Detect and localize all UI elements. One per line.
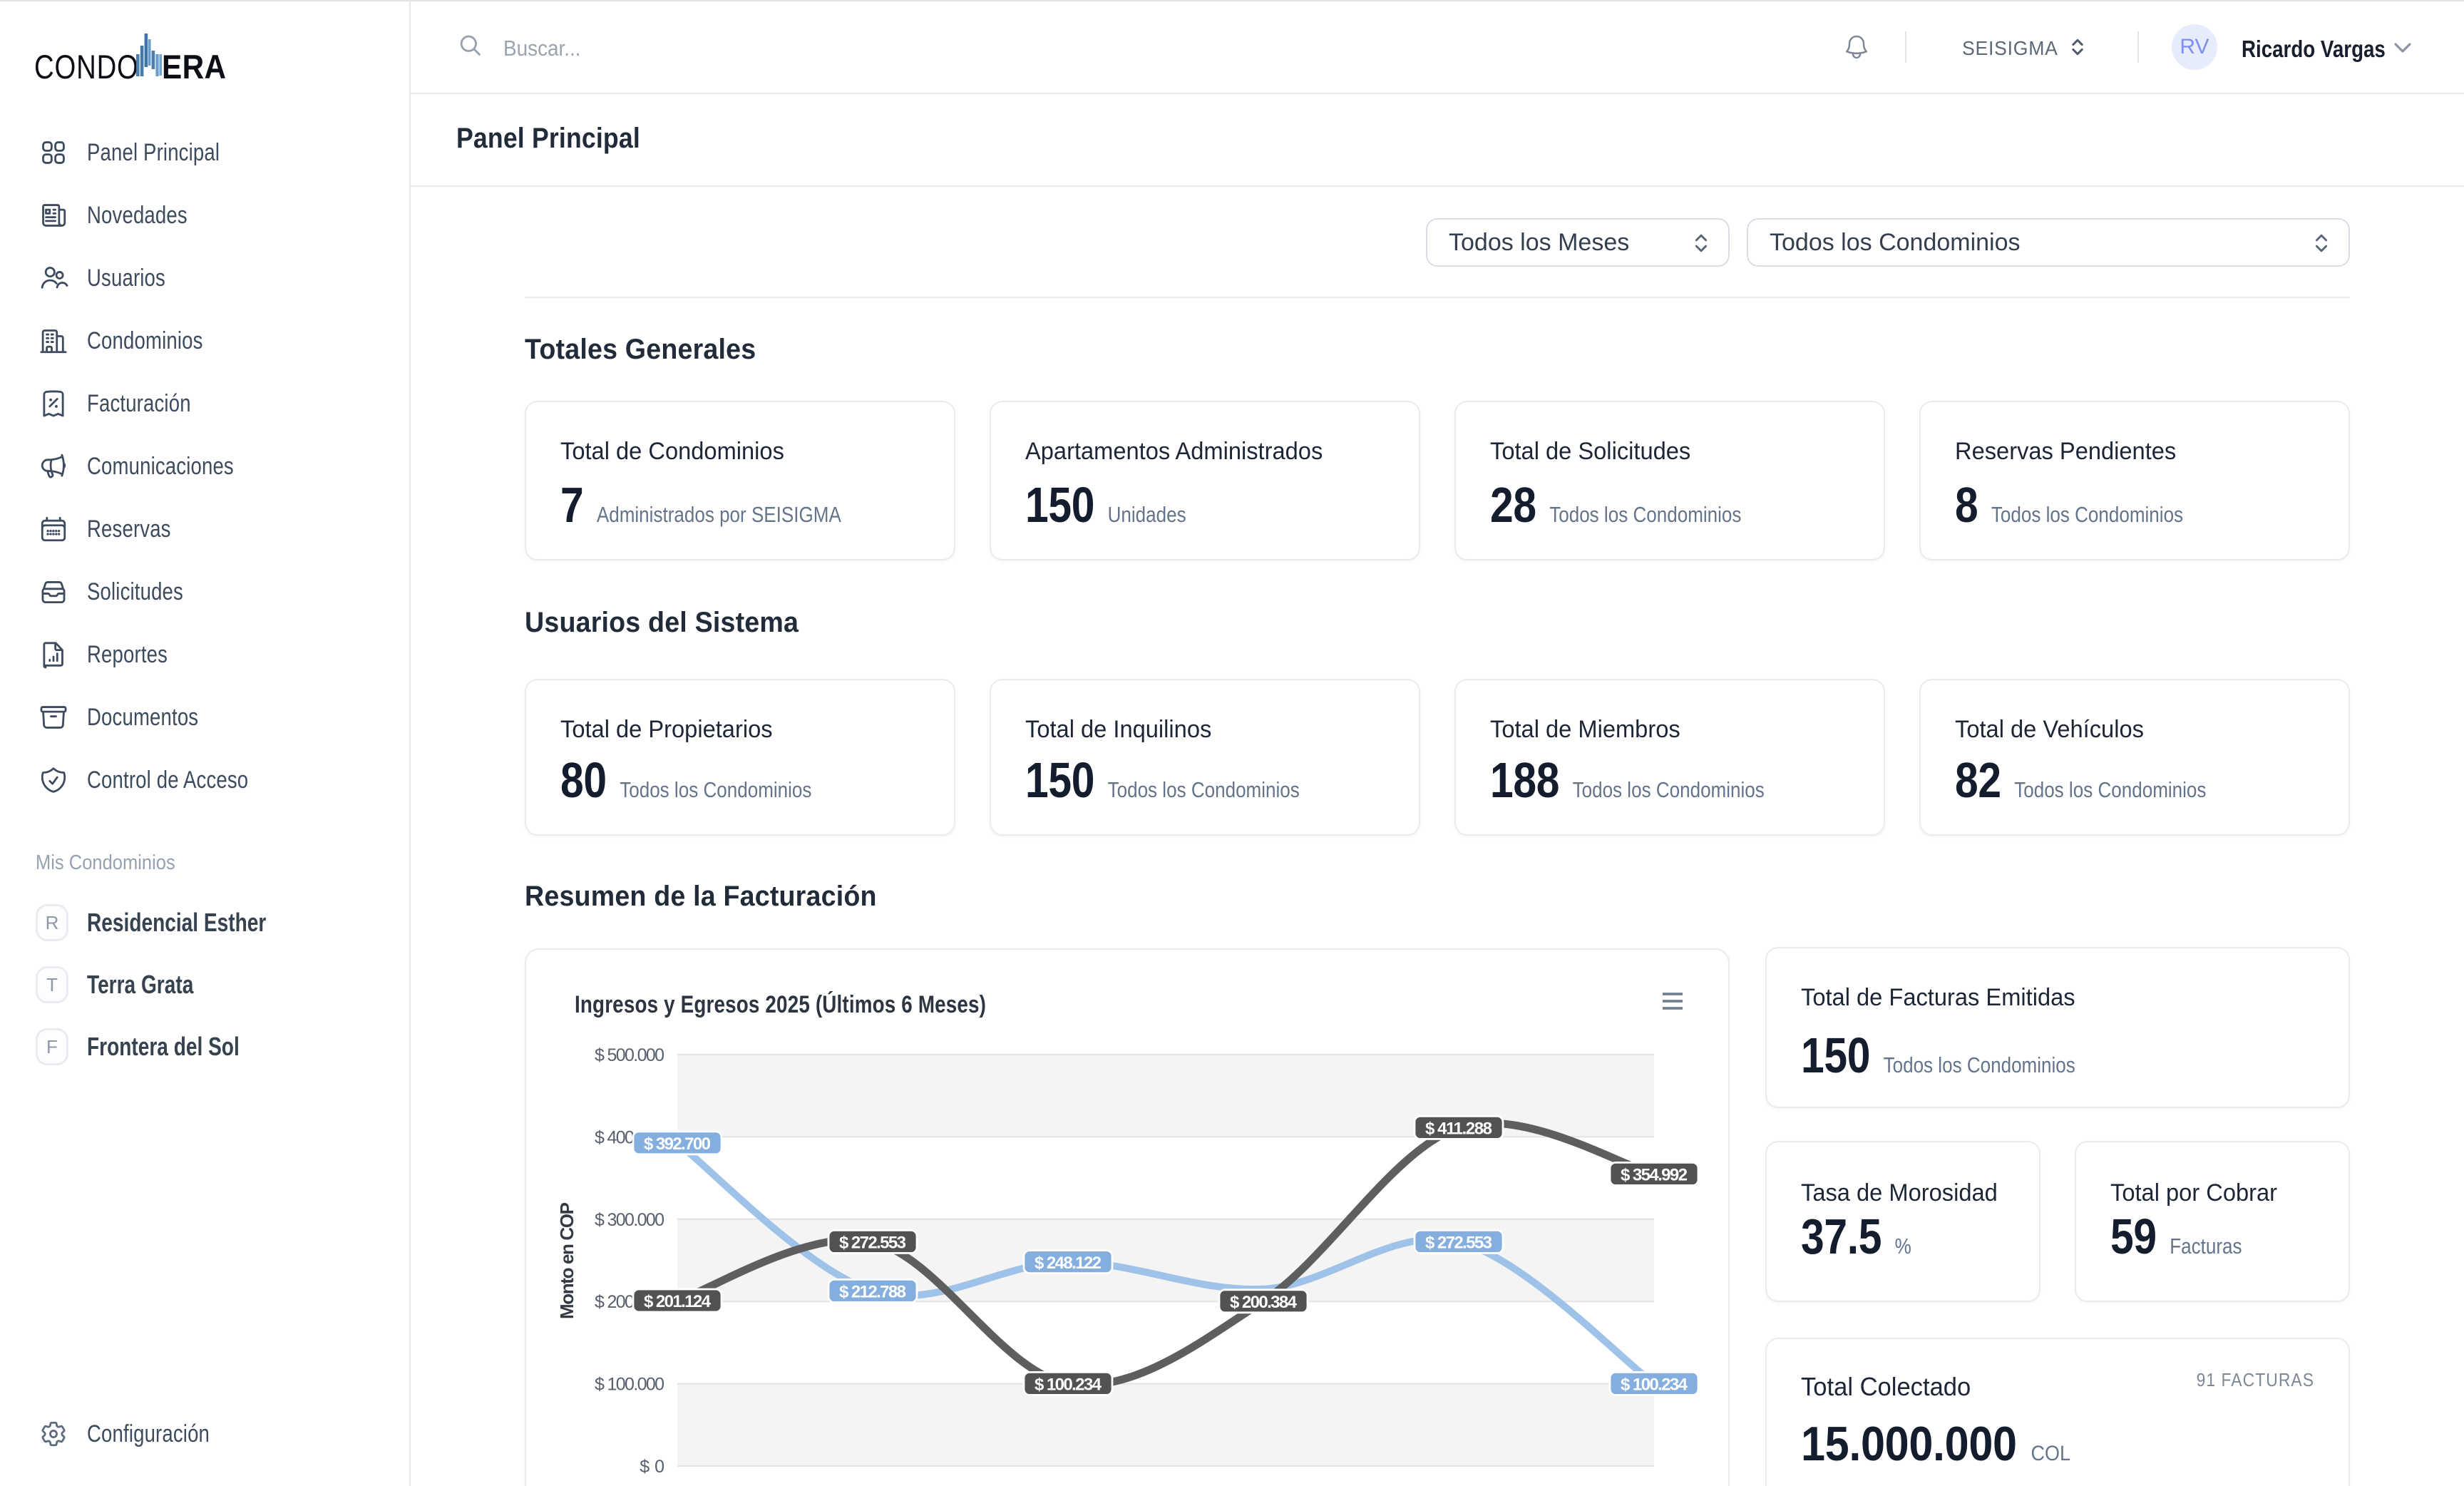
svg-text:$ 0: $ 0: [640, 1457, 664, 1477]
svg-text:$ 212.788: $ 212.788: [839, 1283, 906, 1302]
svg-text:$ 411.288: $ 411.288: [1425, 1119, 1492, 1139]
svg-text:$ 500.000: $ 500.000: [595, 1045, 664, 1065]
svg-text:$ 201.124: $ 201.124: [644, 1292, 712, 1311]
svg-text:Monto en COP: Monto en COP: [556, 1202, 578, 1319]
svg-text:$ 300.000: $ 300.000: [595, 1210, 664, 1230]
svg-text:$ 100.000: $ 100.000: [595, 1375, 664, 1395]
svg-text:$ 272.553: $ 272.553: [839, 1234, 906, 1253]
svg-text:$ 248.122: $ 248.122: [1035, 1254, 1102, 1273]
svg-text:$ 272.553: $ 272.553: [1425, 1234, 1492, 1253]
svg-text:$ 354.992: $ 354.992: [1621, 1166, 1688, 1185]
svg-text:$ 200.384: $ 200.384: [1230, 1293, 1298, 1312]
svg-text:$ 100.234: $ 100.234: [1035, 1375, 1102, 1395]
svg-text:$ 100.234: $ 100.234: [1621, 1375, 1688, 1395]
svg-text:$ 392.700: $ 392.700: [644, 1134, 711, 1154]
